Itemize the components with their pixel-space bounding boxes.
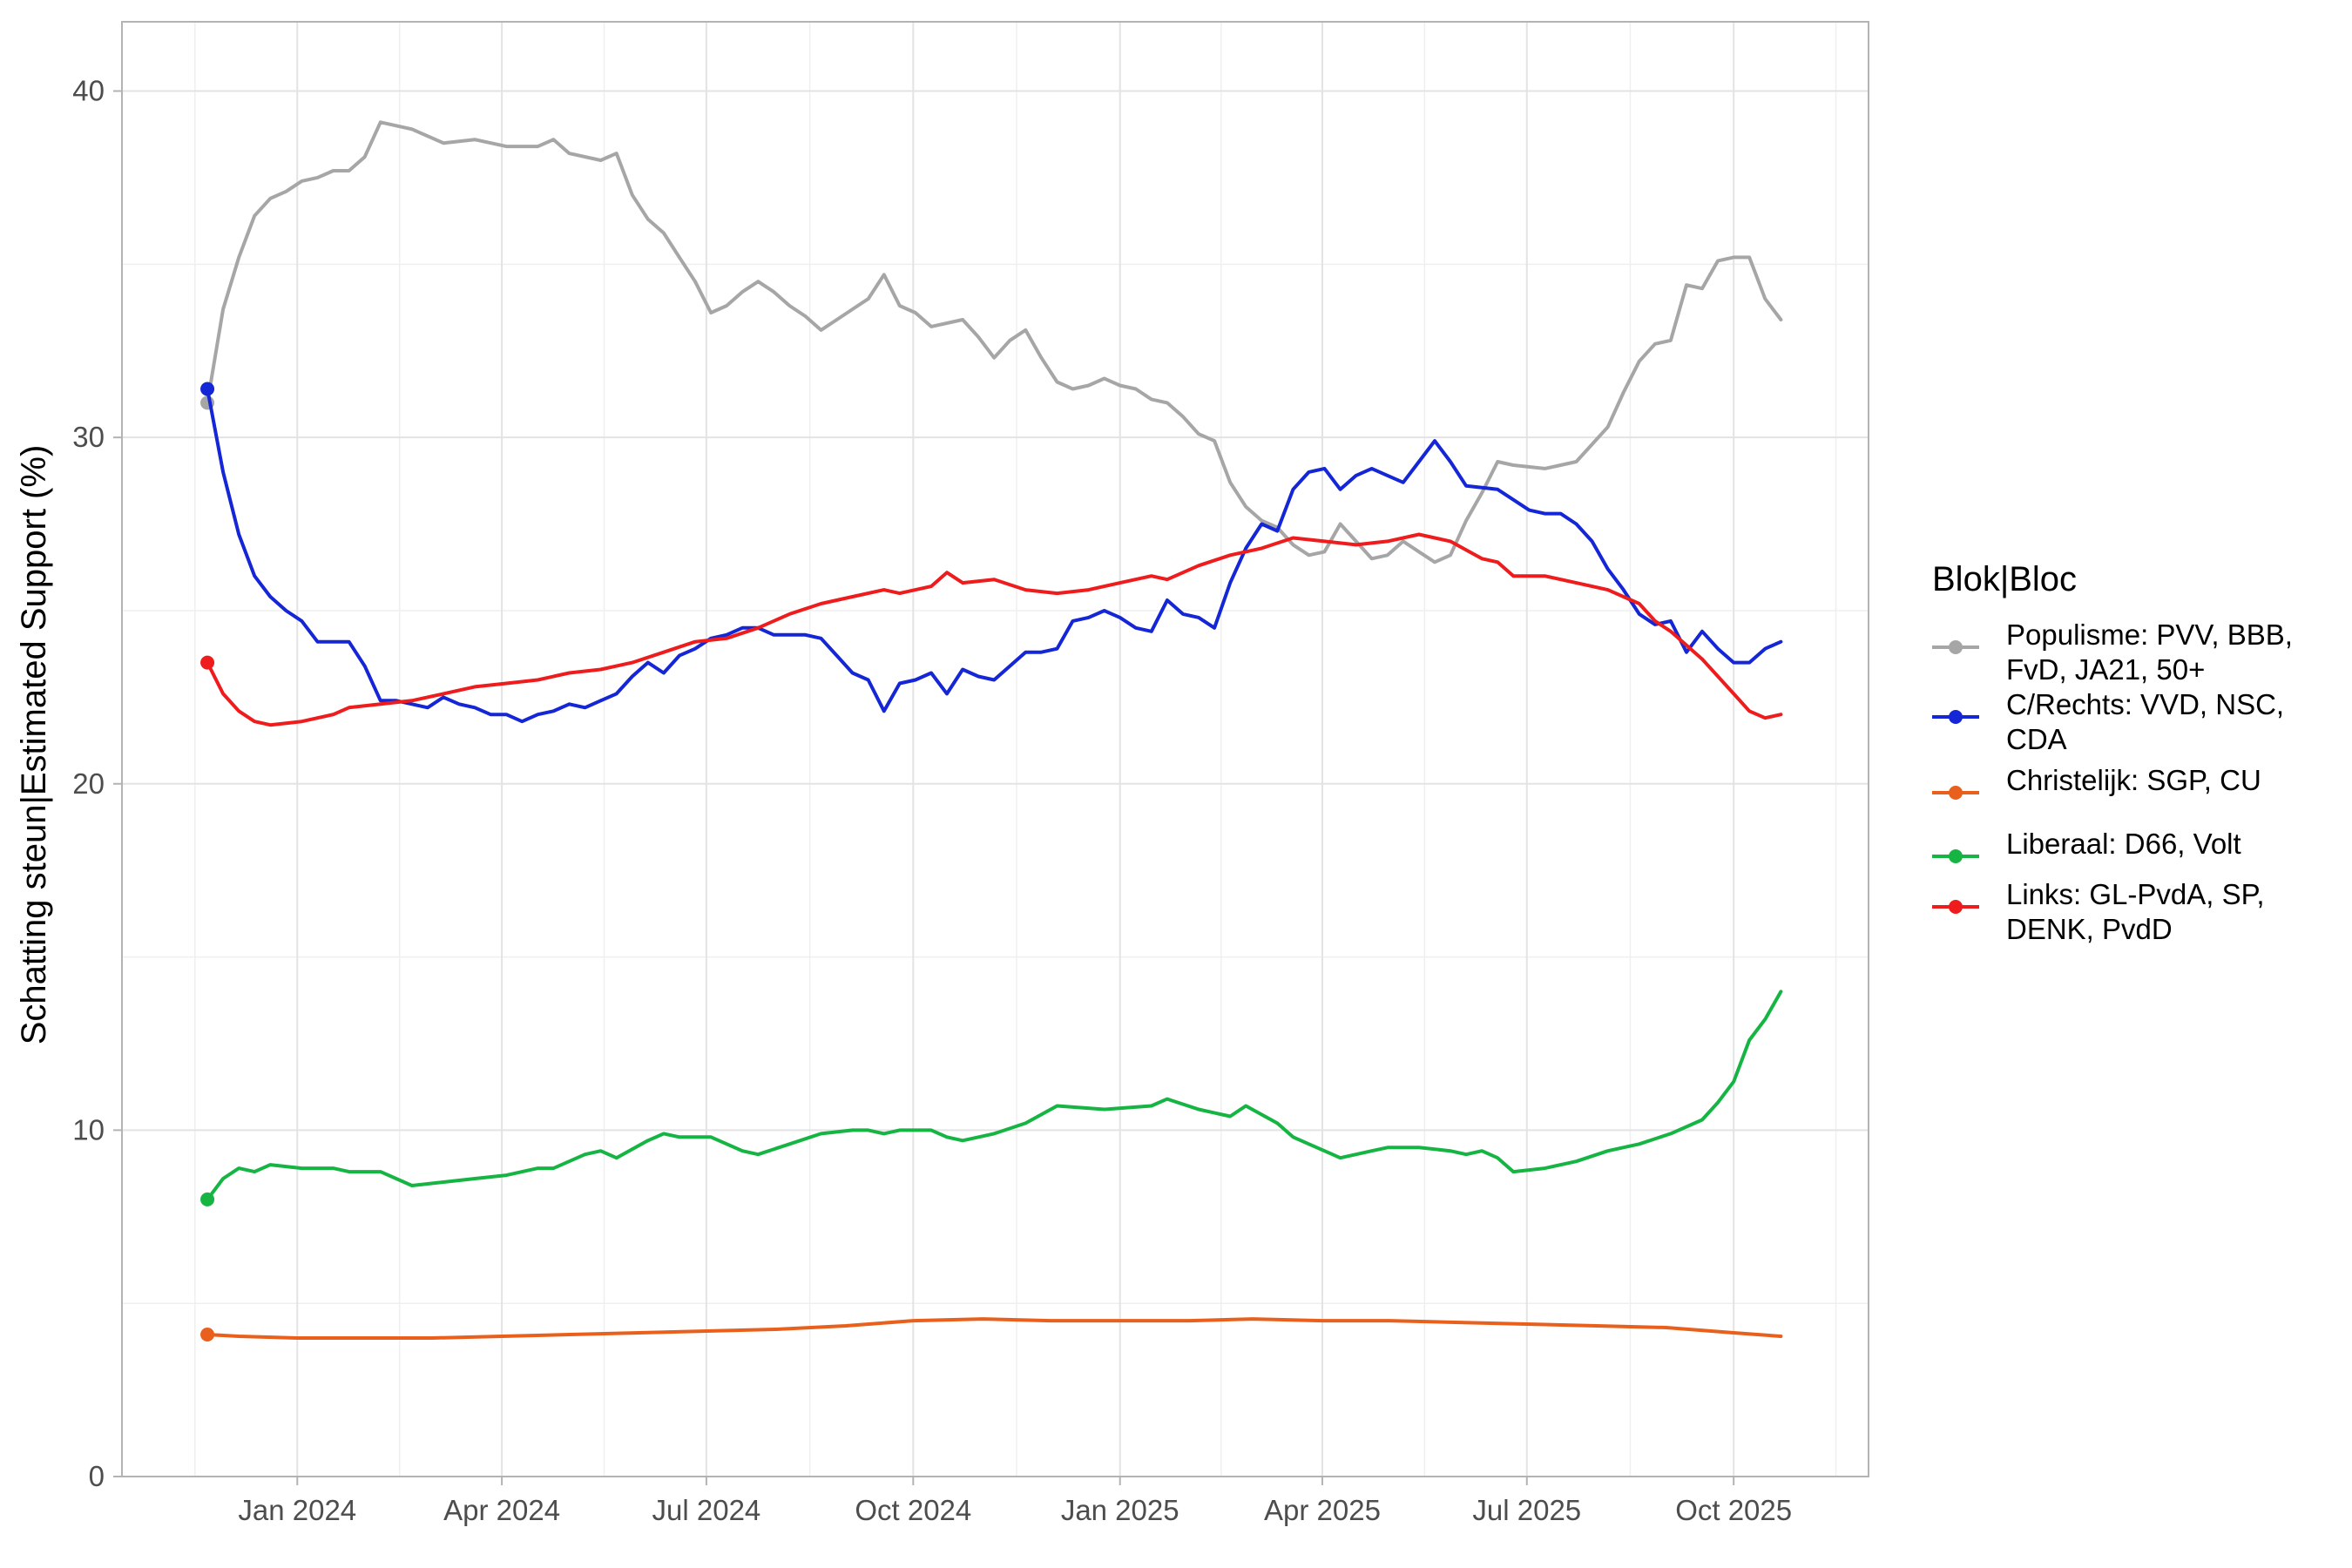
series-start-point-liberaal xyxy=(200,1192,215,1206)
x-tick-label: Jan 2024 xyxy=(238,1494,356,1526)
x-tick-label: Jul 2024 xyxy=(652,1494,761,1526)
x-tick-label: Apr 2024 xyxy=(443,1494,560,1526)
legend: Blok|Bloc Populisme: PVV, BBB, FvD, JA21,… xyxy=(1932,560,2293,945)
y-tick-label: 30 xyxy=(72,421,105,453)
series-line-c-rechts xyxy=(206,387,1783,724)
series-start-point-links xyxy=(200,655,215,670)
series-line-links xyxy=(206,532,1783,727)
x-tick-label: Jan 2025 xyxy=(1061,1494,1179,1526)
y-tick-label: 10 xyxy=(72,1113,105,1146)
x-tick-label: Jul 2025 xyxy=(1472,1494,1581,1526)
x-tick-label: Oct 2025 xyxy=(1675,1494,1792,1526)
y-axis-title: Schatting steun|Estimated Support (%) xyxy=(15,445,53,1045)
y-tick-label: 40 xyxy=(72,75,105,107)
series-line-liberaal xyxy=(206,990,1783,1201)
x-tick-label: Apr 2025 xyxy=(1264,1494,1381,1526)
legend-key-point xyxy=(1949,640,1963,654)
grid-minor xyxy=(122,22,1869,1477)
y-tick-label: 0 xyxy=(89,1460,105,1492)
legend-item-liberaal: Liberaal: D66, Volt xyxy=(1932,828,2241,863)
series-start-point-christelijk xyxy=(200,1327,215,1342)
axis-ticks xyxy=(113,90,1735,1485)
legend-item-c-rechts: C/Rechts: VVD, NSC, CDA xyxy=(1932,688,2284,755)
legend-label: Liberaal: D66, Volt xyxy=(2006,828,2241,860)
legend-items: Populisme: PVV, BBB, FvD, JA21, 50+C/Rech… xyxy=(1932,618,2293,945)
legend-label: Christelijk: SGP, CU xyxy=(2006,764,2261,796)
y-tick-label: 20 xyxy=(72,767,105,800)
legend-key-point xyxy=(1949,900,1963,914)
panel-border xyxy=(121,21,1869,1477)
legend-title: Blok|Bloc xyxy=(1932,560,2077,598)
y-tick-labels: 0 10 20 30 40 xyxy=(72,75,105,1492)
legend-item-links: Links: GL-PvdA, SP, DENK, PvdD xyxy=(1932,878,2265,945)
x-tick-labels: Jan 2024 Apr 2024 Jul 2024 Oct 2024 Jan 2025… xyxy=(238,1494,1792,1526)
series-start-point-c-rechts xyxy=(200,382,215,396)
series-layer xyxy=(200,120,1783,1342)
series-line-christelijk xyxy=(206,1317,1783,1340)
legend-label: Populisme: PVV, BBB, FvD, JA21, 50+ xyxy=(2006,618,2293,686)
legend-label: Links: GL-PvdA, SP, DENK, PvdD xyxy=(2006,878,2265,945)
legend-item-christelijk: Christelijk: SGP, CU xyxy=(1932,764,2261,800)
series-line-populisme xyxy=(206,120,1783,564)
legend-key-point xyxy=(1949,710,1963,724)
legend-key-point xyxy=(1949,786,1963,800)
legend-label: C/Rechts: VVD, NSC, CDA xyxy=(2006,688,2284,755)
legend-item-populisme: Populisme: PVV, BBB, FvD, JA21, 50+ xyxy=(1932,618,2293,686)
x-tick-label: Oct 2024 xyxy=(855,1494,971,1526)
legend-key-point xyxy=(1949,849,1963,863)
